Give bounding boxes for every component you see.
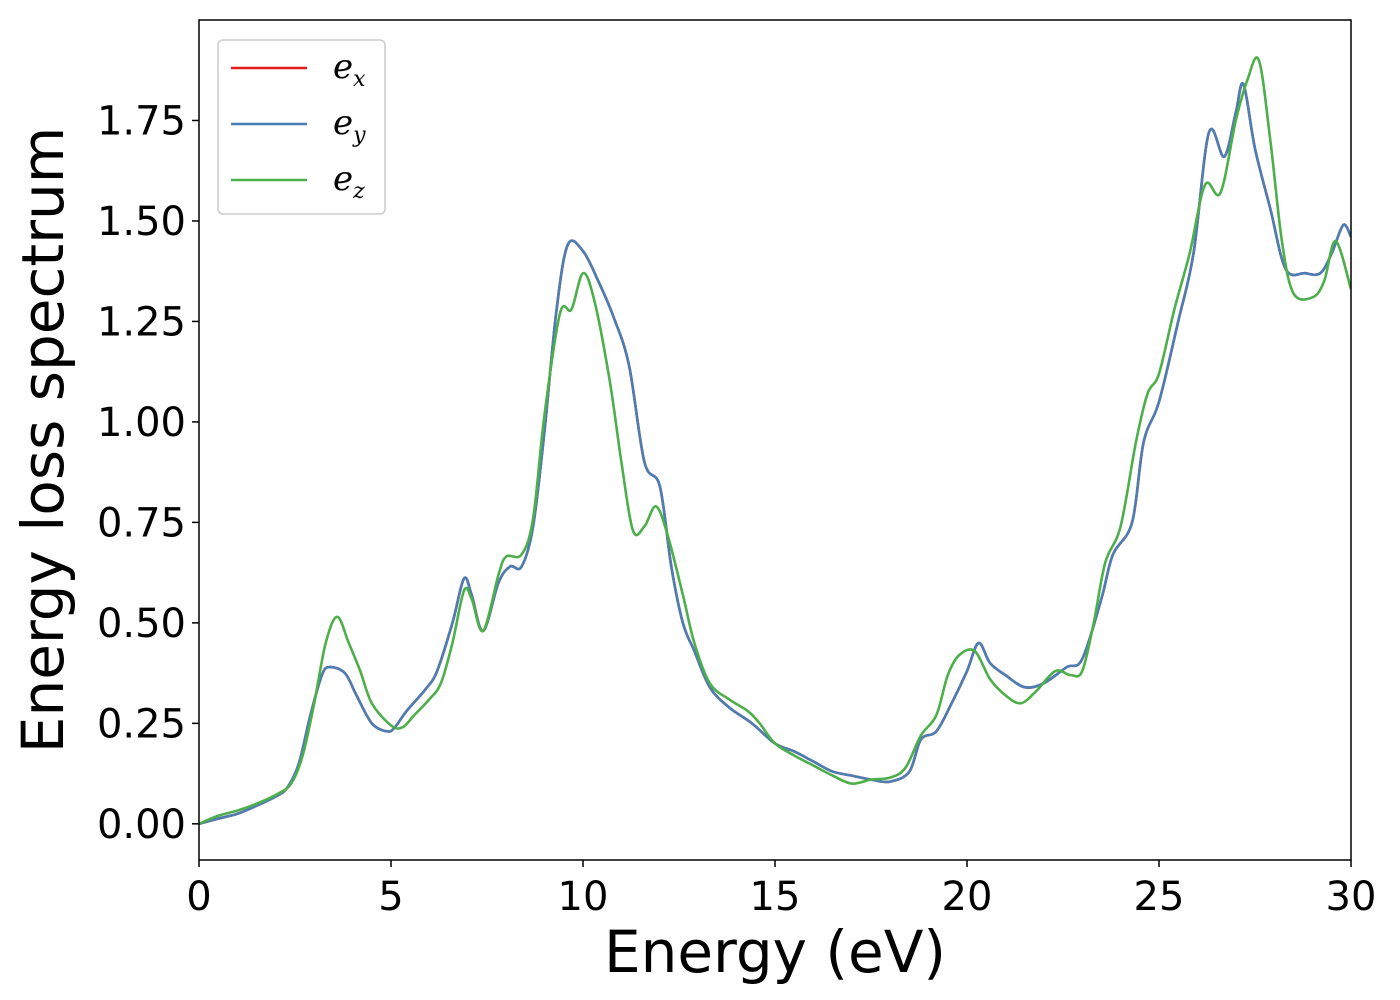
y-tick-label: 1.25 (97, 299, 186, 345)
x-axis-label: Energy (eV) (604, 918, 946, 986)
series-layer (199, 56, 1351, 826)
y-tick-label: 0.75 (97, 500, 186, 546)
legend-label-y: ey (333, 103, 366, 148)
legend-label-sub: x (353, 67, 366, 92)
legend-label-base: e (333, 47, 353, 87)
x-tick-label: 15 (750, 874, 801, 920)
y-axis-ticks: 0.00 0.25 0.50 0.75 1.00 1.25 1.50 1.75 (97, 98, 199, 848)
legend-label-sub: z (352, 179, 365, 204)
y-tick-label: 0.50 (97, 601, 186, 647)
x-tick-label: 20 (942, 874, 993, 920)
y-tick-label: 1.00 (97, 400, 186, 446)
legend-label-z: ez (333, 159, 365, 204)
legend-label-base: e (333, 103, 353, 143)
series-line-y (199, 81, 1351, 826)
y-tick-label: 1.50 (97, 199, 186, 245)
y-axis-label: Energy loss spectrum (9, 127, 77, 753)
x-tick-label: 0 (186, 874, 211, 920)
x-tick-label: 10 (558, 874, 609, 920)
x-tick-label: 5 (378, 874, 403, 920)
y-tick-label: 0.00 (97, 802, 186, 848)
y-tick-label: 1.75 (97, 98, 186, 144)
legend-label-base: e (333, 159, 353, 199)
legend-label-sub: y (352, 123, 366, 148)
series-line-z (199, 56, 1351, 826)
x-tick-label: 30 (1326, 874, 1377, 920)
legend-box (217, 39, 386, 215)
x-tick-label: 25 (1134, 874, 1185, 920)
y-tick-label: 0.25 (97, 701, 186, 747)
x-axis-ticks: 0 5 10 15 20 25 30 (186, 860, 1376, 920)
legend-label-x: ex (333, 47, 366, 92)
